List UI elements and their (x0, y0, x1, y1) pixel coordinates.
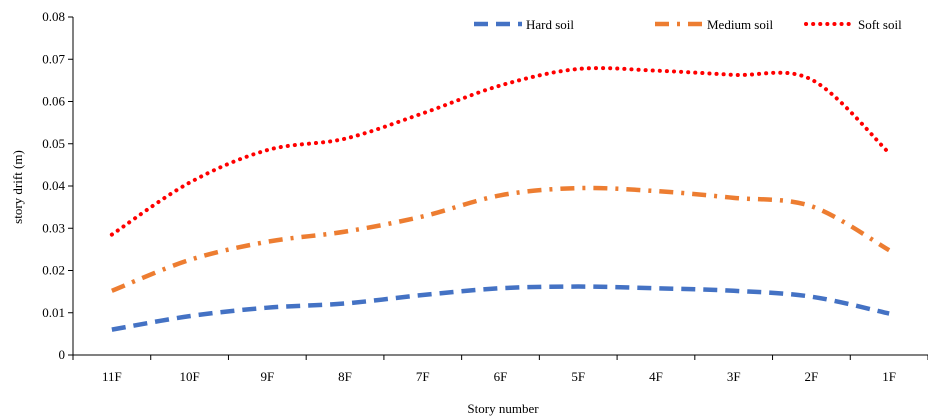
series-line-hard-soil (111, 284, 890, 332)
x-tick-label: 9F (260, 369, 274, 384)
y-axis-title: story drift (m) (10, 150, 25, 224)
x-tick-label: 2F (805, 369, 819, 384)
series-lines (109, 66, 892, 332)
y-tick-label: 0.04 (42, 178, 65, 193)
y-tick-label: 0.07 (42, 51, 65, 66)
x-tick-label: 7F (416, 369, 430, 384)
x-tick-label: 3F (727, 369, 741, 384)
y-tick-label: 0.06 (42, 94, 65, 109)
x-tick-label: 11F (102, 369, 122, 384)
x-axis: 11F 10F 9F 8F 7F 6F 5F 4F 3F 2F 1F (72, 354, 928, 384)
y-tick-label: 0.02 (42, 263, 65, 278)
legend-label-soft-soil: Soft soil (858, 17, 902, 32)
y-tick-label: 0 (59, 347, 66, 362)
y-tick-label: 0.08 (42, 9, 65, 24)
y-tick-label: 0.05 (42, 136, 65, 151)
legend-label-hard-soil: Hard soil (526, 17, 574, 32)
series-line-medium-soil (111, 185, 891, 293)
y-tick-label: 0.03 (42, 220, 65, 235)
y-axis: 0 0.01 0.02 0.03 0.04 0.05 0.06 0.07 0.08 (42, 9, 74, 362)
x-tick-label: 6F (494, 369, 508, 384)
x-tick-label: 4F (649, 369, 663, 384)
series-line-soft-soil (109, 66, 892, 237)
x-tick-label: 10F (179, 369, 199, 384)
x-tick-label: 5F (571, 369, 585, 384)
x-axis-title: Story number (467, 401, 539, 416)
y-tick-label: 0.01 (42, 305, 65, 320)
x-tick-label: 1F (882, 369, 896, 384)
legend-label-medium-soil: Medium soil (707, 17, 773, 32)
legend: Hard soil Medium soil Soft soil (474, 17, 902, 32)
x-tick-label: 8F (338, 369, 352, 384)
